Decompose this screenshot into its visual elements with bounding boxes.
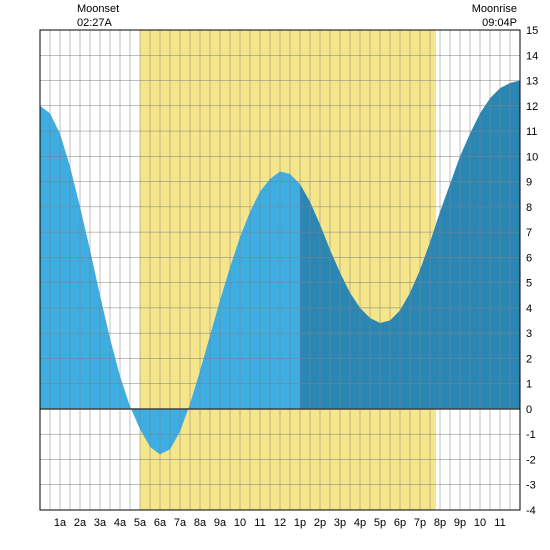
svg-text:3p: 3p	[334, 517, 346, 529]
svg-text:9p: 9p	[454, 517, 466, 529]
svg-text:10: 10	[474, 517, 486, 529]
svg-text:-2: -2	[526, 454, 536, 466]
svg-text:5: 5	[526, 278, 532, 290]
svg-text:7a: 7a	[174, 517, 187, 529]
svg-text:4p: 4p	[354, 517, 366, 529]
svg-text:10: 10	[526, 151, 538, 163]
svg-text:12: 12	[274, 517, 286, 529]
moonset-label: Moonset	[77, 2, 119, 16]
svg-text:0: 0	[526, 404, 532, 416]
svg-text:10: 10	[234, 517, 246, 529]
svg-text:3a: 3a	[94, 517, 107, 529]
moonset-time: 02:27A	[77, 16, 119, 30]
svg-text:13: 13	[526, 76, 538, 88]
svg-text:-4: -4	[526, 505, 536, 517]
svg-text:1p: 1p	[294, 517, 306, 529]
svg-text:-1: -1	[526, 429, 536, 441]
svg-text:1a: 1a	[54, 517, 67, 529]
svg-text:9a: 9a	[214, 517, 227, 529]
svg-text:4a: 4a	[114, 517, 127, 529]
svg-text:8: 8	[526, 202, 532, 214]
chart-svg: -4-3-2-101234567891011121314151a2a3a4a5a…	[0, 0, 550, 550]
svg-text:11: 11	[254, 517, 265, 529]
svg-text:5a: 5a	[134, 517, 147, 529]
svg-text:1: 1	[526, 379, 532, 391]
svg-text:7p: 7p	[414, 517, 426, 529]
moonrise-label: Moonrise	[472, 2, 517, 16]
svg-text:8a: 8a	[194, 517, 207, 529]
svg-text:12: 12	[526, 101, 538, 113]
svg-text:5p: 5p	[374, 517, 386, 529]
svg-text:2a: 2a	[74, 517, 87, 529]
moonset-annotation: Moonset 02:27A	[77, 2, 119, 31]
svg-text:6p: 6p	[394, 517, 406, 529]
tide-chart: Moonset 02:27A Moonrise 09:04P -4 -3 -2 -1 0…	[0, 0, 550, 550]
svg-text:6a: 6a	[154, 517, 167, 529]
svg-text:9: 9	[526, 177, 532, 189]
svg-text:6: 6	[526, 252, 532, 264]
svg-text:7: 7	[526, 227, 532, 239]
svg-text:11: 11	[526, 126, 537, 138]
moonrise-time: 09:04P	[472, 16, 517, 30]
svg-text:2p: 2p	[314, 517, 326, 529]
svg-text:4: 4	[526, 303, 532, 315]
svg-text:8p: 8p	[434, 517, 446, 529]
svg-text:14: 14	[526, 50, 538, 62]
svg-text:2: 2	[526, 353, 532, 365]
svg-text:15: 15	[526, 25, 538, 37]
moonrise-annotation: Moonrise 09:04P	[472, 2, 517, 31]
svg-text:-3: -3	[526, 480, 536, 492]
svg-text:3: 3	[526, 328, 532, 340]
svg-text:11: 11	[494, 517, 505, 529]
